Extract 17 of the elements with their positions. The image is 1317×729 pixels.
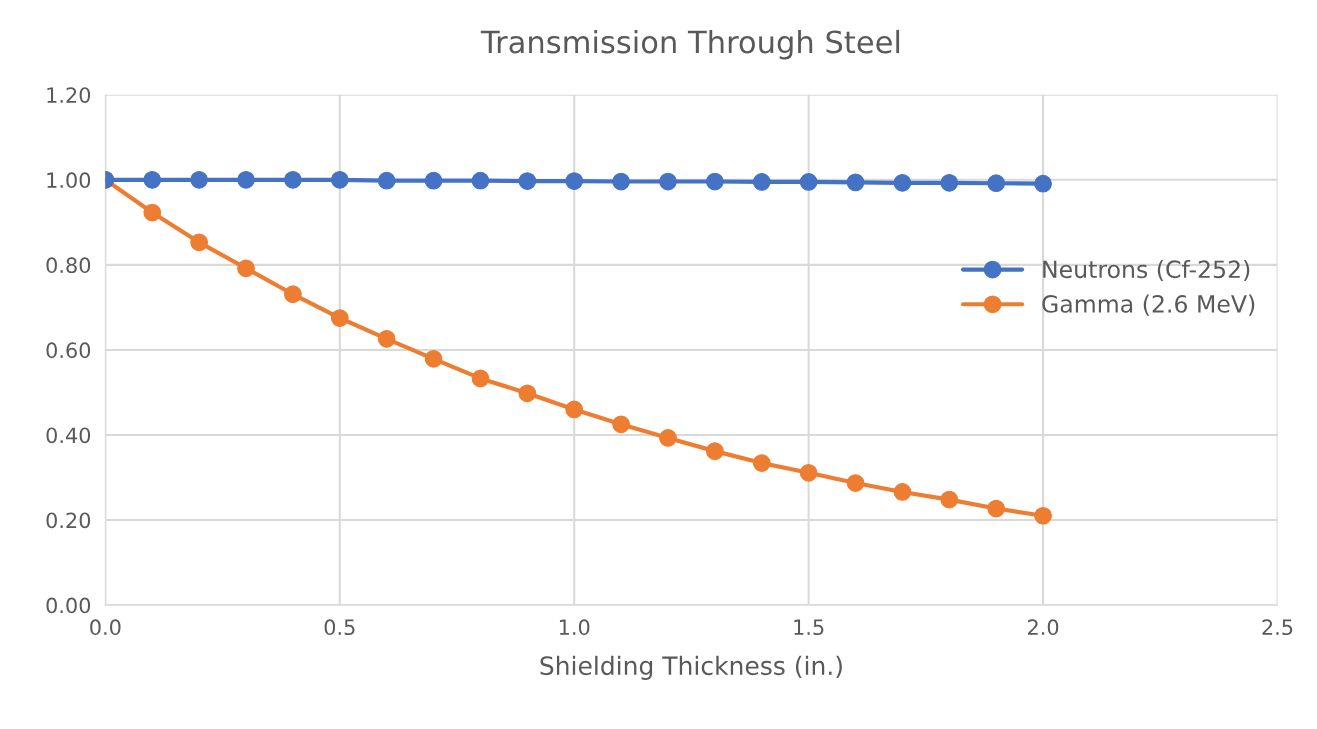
x-tick-label: 2.5	[1262, 619, 1293, 636]
x-tick-label: 0.5	[324, 619, 355, 636]
x-axis-title: Shielding Thickness (in.)	[540, 655, 842, 680]
y-tick-label: 1.20	[47, 87, 91, 103]
legend-label: Gamma (2.6 MeV)	[1042, 294, 1255, 316]
x-tick-label: 2.0	[1028, 619, 1059, 636]
y-tick-label: 0.20	[46, 512, 91, 529]
y-tick-label: 0.40	[46, 427, 91, 444]
y-tick-label: 1.00	[47, 172, 91, 189]
legend-label: Neutrons (Cf-252)	[1043, 259, 1250, 281]
chart-title: Transmission Through Steel	[480, 29, 900, 60]
x-tick-label: 0.0	[90, 619, 121, 636]
y-tick-label: 0.00	[46, 597, 91, 614]
x-tick-label: 1.5	[794, 619, 824, 636]
y-tick-label: 0.80	[46, 257, 91, 274]
x-tick-label: 1.0	[559, 619, 590, 636]
y-tick-label: 0.60	[46, 342, 91, 359]
